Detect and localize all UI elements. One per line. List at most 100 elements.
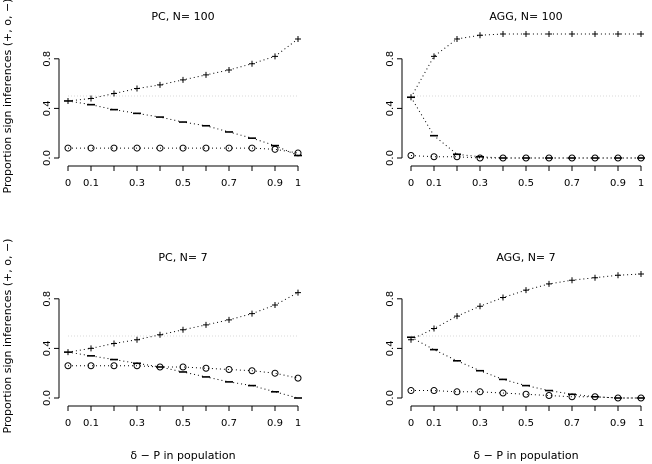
data-point-circle [156,363,164,371]
data-point-plus [477,32,483,39]
x-tick-label: 0 [65,178,71,189]
data-point-plus [203,71,209,78]
data-point-circle [202,364,210,372]
panel-agg-n100: AGG, N= 100 0.0 0.4 0.8 0 0.1 0.3 0.5 0.7 0.9 1 [385,10,645,189]
data-point-plus [454,313,460,320]
data-point-circle [133,144,141,152]
data-point-plus [180,326,186,333]
panel-agg-n7: AGG, N= 7 0.0 0.4 0.8 0 0.1 0.3 0.5 0.7 0.9 1 [385,251,645,429]
data-point-plus [454,35,460,42]
data-point-circle [64,362,72,370]
data-point-plus [546,280,552,287]
data-point-circle [225,144,233,152]
data-point-plus [523,31,529,37]
data-point-plus [157,331,163,338]
data-point-circle [133,362,141,370]
data-point-plus [272,53,278,60]
panel-title: PC, N= 7 [158,251,207,264]
series-line-minus [67,351,299,399]
data-point-circle [499,154,507,162]
data-point-plus [88,95,94,102]
y-axis-label-bottom: Proportion sign inferences (+, o, −) [1,239,14,434]
data-point-circle [591,393,599,401]
x-tick-label: 0.1 [426,178,442,189]
data-point-circle [453,388,461,396]
data-point-plus [203,321,209,328]
data-point-circle [499,389,507,397]
x-tick-label: 0.7 [221,178,237,189]
data-point-plus [88,345,94,352]
x-tick-label: 0.5 [518,418,534,429]
data-point-circle [430,153,438,161]
data-point-circle [294,374,302,382]
data-point-plus [569,31,575,37]
data-point-circle [271,145,279,153]
y-tick-label: 0.4 [42,340,53,356]
data-point-circle [453,153,461,161]
panel-title: PC, N= 100 [151,10,214,23]
x-tick-label: 0.9 [610,418,626,429]
data-point-circle [637,394,645,402]
data-point-plus [249,60,255,67]
data-point-circle [522,390,530,398]
y-tick-label: 0.4 [42,100,53,116]
y-tick-label: 0.8 [385,291,396,307]
x-tick-label: 0.5 [518,178,534,189]
data-point-plus [157,81,163,88]
data-point-circle [614,154,622,162]
data-point-circle [87,144,95,152]
y-tick-label: 0.0 [385,150,396,166]
data-point-circle [407,152,415,160]
y-tick-label: 0.8 [385,51,396,67]
x-axis-label-right: δ − P in population [473,449,578,462]
data-point-plus [111,340,117,347]
y-tick-label: 0.0 [42,150,53,166]
data-point-plus [546,31,552,37]
data-point-plus [134,85,140,92]
data-point-circle [430,387,438,395]
data-point-plus [431,53,437,60]
panel-title: AGG, N= 100 [489,10,562,23]
data-point-circle [591,154,599,162]
data-point-plus [615,272,621,279]
data-point-plus [272,302,278,308]
data-point-circle [87,362,95,370]
data-point-circle [179,144,187,152]
data-point-circle [545,154,553,162]
series-line-minus [67,100,299,156]
data-point-circle [545,392,553,400]
series-line-plus [410,273,642,341]
x-tick-label: 1 [295,418,301,429]
x-tick-label: 0 [408,418,414,429]
data-point-circle [614,394,622,402]
data-point-circle [156,144,164,152]
data-point-plus [615,31,621,37]
data-point-circle [407,387,415,395]
panel-pc-n100: PC, N= 100 0.0 0.4 0.8 0 0.1 0.3 0.5 0.7 0.9 1 [42,10,302,189]
series-line-minus [410,96,641,159]
data-point-circle [476,388,484,396]
data-point-plus [431,325,437,332]
x-tick-label: 0.3 [129,178,145,189]
x-tick-label: 0.3 [472,178,488,189]
data-point-plus [180,76,186,83]
panel-title: AGG, N= 7 [496,251,555,264]
data-point-circle [202,144,210,152]
data-point-plus [477,303,483,310]
data-point-plus [295,289,301,296]
y-tick-label: 0.0 [42,390,53,406]
x-tick-label: 0.1 [426,418,442,429]
data-point-circle [248,367,256,375]
data-point-circle [110,362,118,370]
data-point-circle [248,144,256,152]
data-point-circle [637,154,645,162]
x-tick-label: 0.7 [221,418,237,429]
y-tick-label: 0.8 [42,291,53,307]
data-point-circle [568,154,576,162]
x-tick-label: 0.9 [610,178,626,189]
y-tick-label: 0.0 [385,390,396,406]
x-tick-label: 0.3 [129,418,145,429]
x-tick-label: 0.1 [83,178,99,189]
data-point-plus [592,31,598,37]
